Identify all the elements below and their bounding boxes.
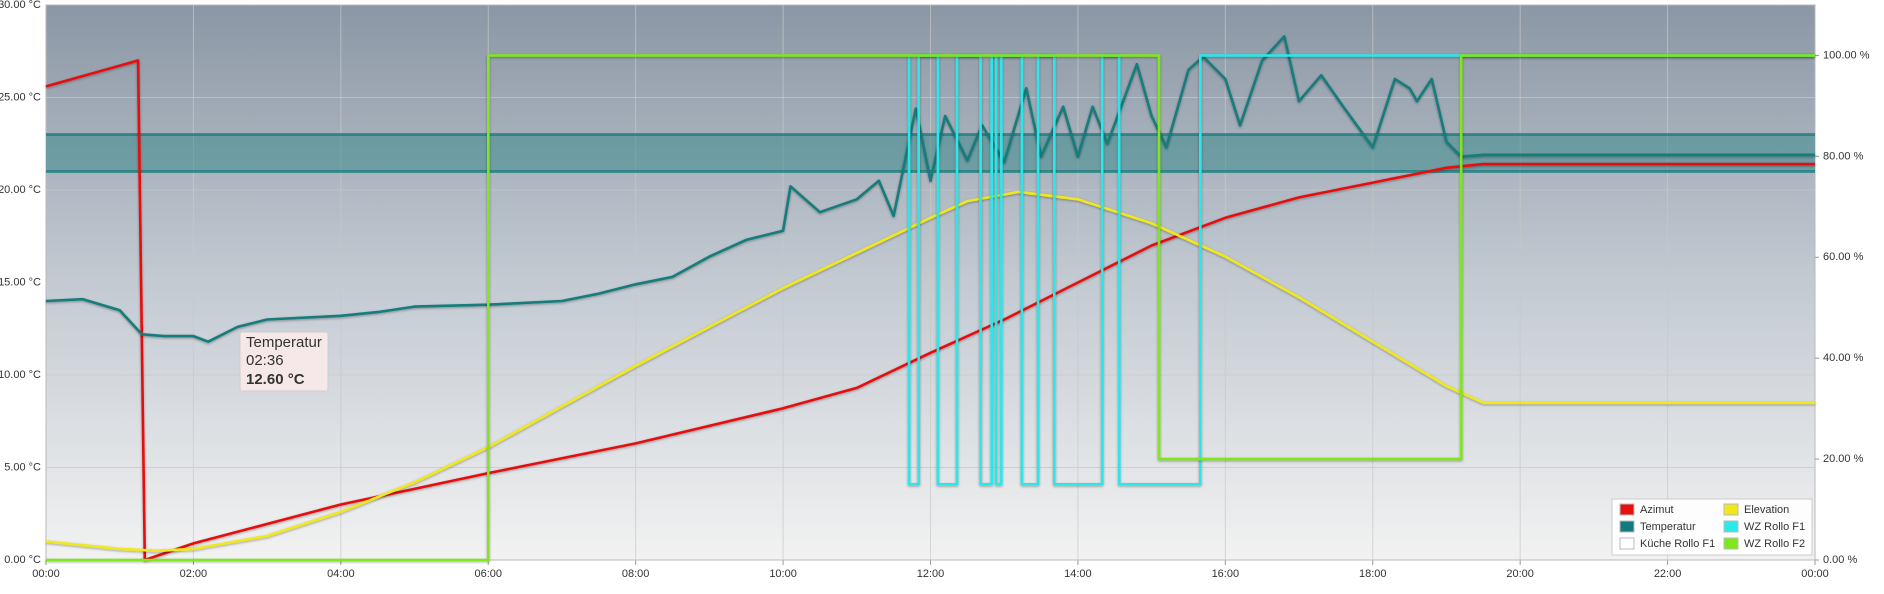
legend-swatch	[1619, 537, 1635, 550]
y-tick-label: 15.00 °C	[0, 276, 41, 288]
tooltip-value: 12.60 °C	[246, 371, 305, 388]
x-tick-label: 18:00	[1359, 568, 1387, 580]
legend-label: Azimut	[1640, 504, 1674, 516]
x-tick-label: 22:00	[1654, 568, 1682, 580]
x-tick-label: 14:00	[1064, 568, 1092, 580]
series-line	[45, 59, 1815, 562]
tooltip	[239, 331, 329, 392]
y-tick-label: 5.00 °C	[4, 461, 41, 473]
tooltip-title: Temperatur	[246, 334, 322, 351]
y2-tick-label: 0.00 %	[1823, 554, 1857, 566]
series-line	[46, 54, 1815, 562]
y-tick-label: 0.00 °C	[4, 554, 41, 566]
y2-tick-label: 100.00 %	[1823, 49, 1870, 61]
y2-tick-label: 60.00 %	[1823, 251, 1864, 263]
y-tick-label: 25.00 °C	[0, 91, 41, 103]
y2-tick-label: 80.00 %	[1823, 150, 1864, 162]
x-tick-label: 00:00	[32, 568, 60, 580]
plot-band	[46, 134, 1815, 172]
legend-label: Elevation	[1744, 504, 1789, 516]
y2-tick-label: 40.00 %	[1823, 352, 1864, 364]
series-line	[45, 35, 1815, 343]
legend-swatch	[1723, 537, 1739, 550]
legend-label: Temperatur	[1640, 521, 1696, 533]
legend-swatch	[1619, 520, 1635, 533]
y-tick-label: 20.00 °C	[0, 184, 41, 196]
x-tick-label: 08:00	[622, 568, 650, 580]
x-tick-label: 00:00	[1801, 568, 1829, 580]
legend-label: Küche Rollo F1	[1640, 538, 1715, 550]
y-tick-label: 30.00 °C	[0, 0, 41, 11]
x-tick-label: 12:00	[917, 568, 945, 580]
x-tick-label: 10:00	[769, 568, 797, 580]
legend-swatch	[1619, 503, 1635, 516]
x-tick-label: 04:00	[327, 568, 355, 580]
y-tick-label: 10.00 °C	[0, 369, 41, 381]
legend-swatch	[1723, 503, 1739, 516]
x-tick-label: 06:00	[474, 568, 502, 580]
series-line	[45, 190, 1815, 553]
y2-tick-label: 20.00 %	[1823, 453, 1864, 465]
x-tick-label: 02:00	[180, 568, 208, 580]
x-tick-label: 20:00	[1506, 568, 1534, 580]
tooltip-time: 02:36	[246, 352, 284, 369]
x-tick-label: 16:00	[1212, 568, 1240, 580]
legend-swatch	[1723, 520, 1739, 533]
legend-box	[1611, 498, 1813, 556]
legend-label: WZ Rollo F1	[1744, 521, 1805, 533]
legend-label: WZ Rollo F2	[1744, 538, 1805, 550]
